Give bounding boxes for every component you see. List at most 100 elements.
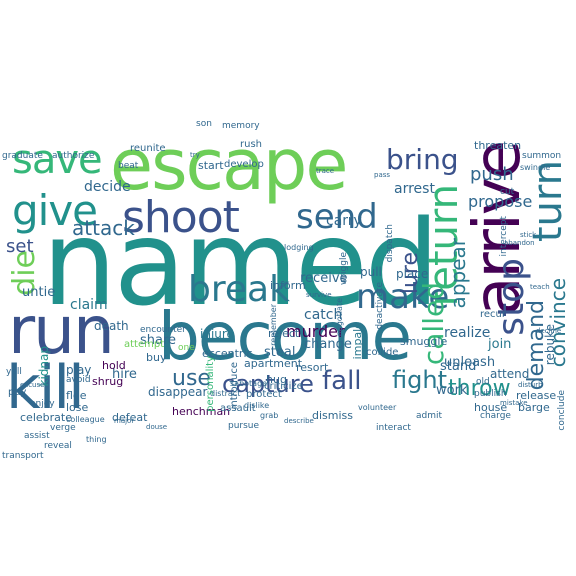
word-admit: admit — [416, 411, 443, 421]
word-escape: escape — [110, 124, 348, 206]
word-turn: turn — [525, 160, 571, 243]
word-hold: hold — [102, 359, 126, 372]
word-carry: carry — [326, 213, 362, 229]
word-recur: recur — [480, 309, 506, 320]
word-push: push — [470, 164, 514, 185]
word-hug: hug — [266, 373, 287, 386]
word-realize: realize — [444, 325, 491, 341]
word-fall: fall — [322, 366, 362, 396]
word-death: death — [94, 319, 129, 333]
word-encounter: encounter — [140, 325, 186, 335]
word-douse: douse — [146, 423, 168, 431]
word-describe: describe — [284, 417, 314, 425]
word-henchman: henchman — [172, 405, 231, 418]
word-called: called — [417, 282, 450, 366]
word-one: one — [178, 343, 195, 353]
word-authorize: authorize — [52, 151, 95, 161]
word-sabotage: sabotage — [230, 379, 268, 388]
word-smuggle: smuggle — [400, 335, 448, 348]
word-personality: personality — [205, 356, 216, 412]
word-stand: stand — [440, 359, 477, 374]
word-break: break — [188, 269, 290, 310]
word-deactivate: deactivate — [375, 282, 385, 330]
word-start: start — [198, 159, 224, 172]
word-inform: inform — [270, 279, 306, 292]
word-threaten: threaten — [474, 139, 522, 152]
word-steal: steal — [264, 345, 296, 360]
word-assist: assist — [24, 431, 50, 441]
word-cut: cut — [500, 187, 515, 197]
word-trace: trace — [316, 167, 335, 175]
word-dispatch: dispatch — [385, 224, 395, 263]
word-run: run — [8, 292, 115, 369]
word-buy: buy — [146, 351, 167, 364]
word-pursue: pursue — [228, 421, 260, 431]
word-negotiate: negotiate — [335, 298, 344, 337]
word-untie: untie — [22, 285, 56, 300]
word-set: set — [6, 236, 34, 257]
word-arrest: arrest — [394, 181, 435, 197]
word-pull: pull — [360, 265, 382, 279]
word-assault: assault — [220, 403, 256, 414]
word-excuse: excuse — [20, 381, 45, 389]
word-named: named — [42, 194, 440, 332]
word-collide: collide — [366, 347, 399, 358]
word-use: use — [172, 366, 211, 391]
word-mistake: mistake — [500, 399, 528, 407]
word-decide: decide — [84, 179, 131, 195]
word-murder: murder — [286, 322, 345, 341]
word-throw: throw — [448, 376, 511, 401]
word-son: son — [196, 119, 212, 129]
word-make: make — [356, 277, 450, 317]
word-save: save — [12, 137, 103, 183]
word-rush: rush — [240, 139, 262, 150]
word-dismiss: dismiss — [312, 409, 354, 422]
word-share: share — [140, 333, 177, 348]
word-impale: impale — [351, 322, 364, 360]
word-resort: resort — [296, 361, 329, 374]
word-criticize: criticize — [264, 381, 303, 392]
word-lose: lose — [66, 401, 89, 414]
word-work: work — [436, 383, 468, 398]
word-decline: decline — [536, 327, 562, 335]
word-give: give — [12, 186, 98, 235]
word-swindle: swindle — [520, 163, 551, 172]
word-yell: yell — [6, 367, 22, 377]
word-verge: verge — [50, 423, 76, 433]
word-barge: barge — [518, 401, 550, 414]
word-play: play — [66, 363, 92, 377]
word-major: major — [114, 417, 135, 425]
word-fight: fight — [392, 366, 447, 394]
word-publish: publish — [474, 389, 507, 399]
word-colleague: colleague — [66, 415, 105, 424]
word-attempt: attempt — [124, 339, 165, 350]
word-lodging: lodging — [284, 243, 314, 252]
word-kill: kill — [6, 353, 85, 423]
word-bring: bring — [386, 143, 459, 176]
word-capture: capture — [222, 370, 314, 398]
word-graduate: graduate — [2, 151, 43, 161]
word-claim: claim — [70, 297, 108, 313]
word-appear: appear — [446, 238, 470, 309]
word-change: change — [304, 337, 352, 352]
word-charge: charge — [480, 411, 511, 421]
word-disturb: disturb — [518, 381, 543, 389]
word-thing: thing — [86, 435, 107, 444]
word-distract: distract — [210, 389, 241, 398]
word-catch: catch — [304, 307, 343, 323]
word-house: house — [474, 401, 508, 414]
word-wriggle: wriggle — [339, 252, 349, 286]
word-survive: survive — [306, 291, 332, 299]
word-stick: stick — [520, 231, 537, 239]
word-defeat: defeat — [112, 411, 148, 424]
word-shrug: shrug — [92, 375, 124, 388]
word-beat: beat — [118, 161, 139, 171]
word-volunteer: volunteer — [358, 403, 397, 412]
word-propose: propose — [468, 192, 533, 211]
word-interact: interact — [376, 423, 411, 433]
word-pay: pay — [8, 387, 27, 398]
word-shoot: shoot — [122, 192, 240, 243]
word-send: send — [296, 197, 378, 237]
word-injure: injure — [200, 327, 234, 341]
word-flee: flee — [66, 389, 87, 402]
